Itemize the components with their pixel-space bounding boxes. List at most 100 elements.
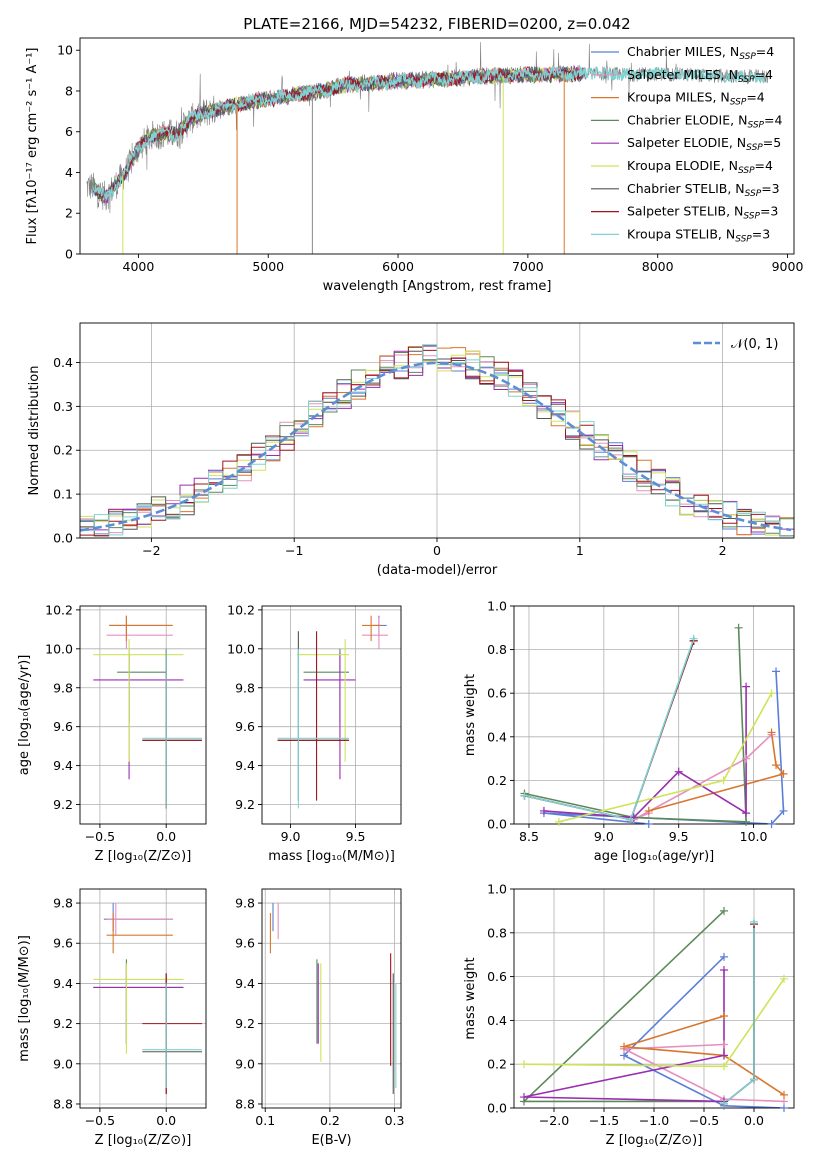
y-tick-label: 9.8 <box>53 680 73 695</box>
weight-marker <box>720 966 728 975</box>
y-tick-label: 9.8 <box>53 896 73 911</box>
weight-line <box>524 638 695 821</box>
legend-entry: Salpeter ELODIE, NSSP=5 <box>627 135 781 153</box>
legend-subscript: SSP <box>739 52 756 62</box>
legend-text: =4 <box>746 90 764 105</box>
x-axis-label: Z [log₁₀(Z/Z⊙)] <box>606 1133 703 1148</box>
x-tick-label: 9.5 <box>669 829 689 844</box>
y-tick-label: 6 <box>65 124 73 139</box>
legend-text: Kroupa ELODIE, N <box>627 158 738 173</box>
weight-marker <box>520 791 529 800</box>
panel-mass_vs_Z <box>80 889 206 1108</box>
weight-marker <box>720 1062 728 1071</box>
axes-frame <box>261 888 402 1109</box>
x-axis-label: (data-model)/error <box>377 563 498 578</box>
y-tick-label: 1.0 <box>487 599 507 614</box>
x-tick-label: 0.3 <box>385 1113 405 1128</box>
frame-age_vs_Z: −0.5 0.0 9.2 9.4 9.6 9.8 10.0 10.2 Z [log₁₀(Z/Z⊙… <box>17 602 207 864</box>
x-tick-label: −0.5 <box>689 1113 719 1128</box>
legend-entry: Salpeter MILES, NSSP=4 <box>627 67 773 85</box>
weight-marker <box>742 682 751 691</box>
plot-area-residual_hist <box>80 344 794 537</box>
weight-marker <box>742 754 751 763</box>
y-tick-label: 9.4 <box>53 976 73 991</box>
y-tick-label: 9.2 <box>53 797 73 812</box>
y-tick-label: 9.0 <box>53 1056 73 1071</box>
x-tick-label: 1 <box>576 543 584 558</box>
y-tick-label: 8.8 <box>235 1096 255 1111</box>
weight-marker <box>742 809 751 818</box>
x-tick-label: 6000 <box>382 259 414 274</box>
weight-marker <box>539 806 548 815</box>
weight-marker <box>750 917 758 926</box>
legend-entry: Kroupa MILES, NSSP=4 <box>627 90 765 108</box>
y-tick-label: 9.6 <box>53 719 73 734</box>
plot-area-mass_vs_Z <box>93 903 203 1094</box>
y-tick-label: 10 <box>57 43 73 58</box>
y-tick-label: 0.6 <box>487 969 507 984</box>
weight-marker <box>520 1060 528 1069</box>
y-tick-label: 10.2 <box>45 602 73 617</box>
y-axis-label: mass weight <box>463 674 478 756</box>
weight-marker <box>719 776 728 785</box>
x-axis-label: E(B-V) <box>311 1133 351 1148</box>
y-tick-label: 0.6 <box>487 686 507 701</box>
y-axis-label: mass [log₁₀(M/M⊙)] <box>17 935 32 1062</box>
plot-area-age_vs_mass <box>277 615 389 809</box>
legend-text: Salpeter MILES, N <box>627 67 738 82</box>
spectrum-model-line <box>92 66 585 201</box>
legend-text: =3 <box>752 226 770 241</box>
x-tick-label: 10.0 <box>740 829 768 844</box>
y-tick-label: 9.6 <box>235 936 255 951</box>
legend-subscript: SSP <box>747 120 764 130</box>
axes-frame <box>513 605 795 825</box>
figure-title: PLATE=2166, MJD=54232, FIBERID=0200, z=0… <box>243 15 630 33</box>
weight-marker <box>779 806 788 815</box>
y-tick-label: 9.2 <box>235 797 255 812</box>
y-tick-label: 10.2 <box>227 602 255 617</box>
legend-text: =4 <box>756 44 774 59</box>
x-tick-label: −2.0 <box>539 1113 569 1128</box>
weight-marker <box>720 952 728 961</box>
legend-entry: Chabrier MILES, NSSP=4 <box>627 44 774 62</box>
normal-legend-label: 𝒩(0, 1) <box>731 337 778 352</box>
y-axis-label: mass weight <box>463 957 478 1039</box>
legend-entry: Kroupa ELODIE, NSSP=4 <box>627 158 773 176</box>
weight-line <box>622 956 785 1108</box>
weight-marker <box>620 1042 628 1051</box>
weight-line <box>620 1043 785 1103</box>
legend-subscript: SSP <box>743 212 760 222</box>
legend-text: =3 <box>760 204 778 219</box>
weight-line <box>524 640 695 821</box>
x-axis-label: mass [log₁₀(M/M⊙)] <box>268 849 395 864</box>
weight-line <box>723 921 755 1105</box>
y-tick-label: 0.4 <box>487 729 507 744</box>
y-tick-label: 9.4 <box>235 758 255 773</box>
axes-frame <box>79 605 207 825</box>
weight-marker <box>779 769 788 778</box>
weight-marker <box>750 1075 758 1084</box>
plot-area-mass_vs_EBV <box>269 903 397 1094</box>
plot-area-spectrum <box>86 42 769 254</box>
y-tick-label: 8 <box>65 83 73 98</box>
x-tick-label: 4000 <box>123 259 155 274</box>
y-tick-label: 0.1 <box>53 487 73 502</box>
weight-marker <box>689 634 698 643</box>
y-tick-label: 10.0 <box>45 641 73 656</box>
y-tick-label: 0 <box>65 247 73 262</box>
weight-marker <box>520 1093 528 1102</box>
weight-marker <box>734 623 743 632</box>
weight-marker <box>720 1040 728 1049</box>
legend-text: Chabrier MILES, N <box>627 44 739 59</box>
weight-line <box>633 734 773 821</box>
panel-mass_vs_EBV <box>262 889 401 1108</box>
plot-area-age_vs_Z <box>93 615 203 809</box>
frame-age_vs_mass: 9.0 9.5 9.2 9.4 9.6 9.8 10.0 10.2 mass [log₁₀(M/… <box>227 602 402 864</box>
weight-marker <box>720 1099 728 1108</box>
y-tick-label: 0.2 <box>53 443 73 458</box>
frame-weight_vs_age: 8.5 9.0 9.5 10.0 0.0 0.2 0.4 0.6 0.8 1.0 age [log₁… <box>463 599 795 864</box>
frame-mass_vs_EBV: 0.1 0.2 0.3 8.8 9.0 9.2 9.4 9.6 9.8 E(B-V) <box>235 888 405 1148</box>
weight-marker <box>720 1012 728 1021</box>
weight-marker <box>644 820 653 828</box>
